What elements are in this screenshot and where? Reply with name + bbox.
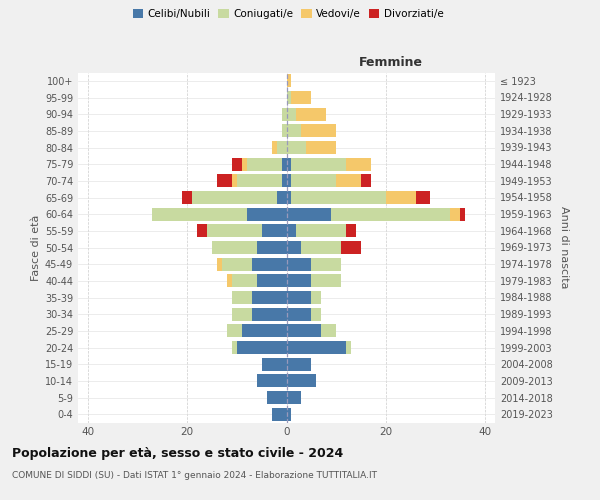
Bar	[301, 241, 341, 254]
Bar	[281, 124, 287, 138]
Y-axis label: Fasce di età: Fasce di età	[31, 214, 41, 280]
Bar	[287, 91, 292, 104]
Bar	[460, 208, 465, 220]
Bar	[287, 324, 321, 338]
Bar	[152, 208, 247, 220]
Bar	[232, 174, 237, 188]
Bar	[346, 224, 356, 237]
Bar	[296, 108, 326, 120]
Bar	[281, 174, 287, 188]
Bar	[242, 158, 247, 170]
Bar	[277, 191, 287, 204]
Bar	[252, 291, 287, 304]
Legend: Celibi/Nubili, Coniugati/e, Vedovi/e, Divorziati/e: Celibi/Nubili, Coniugati/e, Vedovi/e, Di…	[128, 5, 448, 24]
Bar	[232, 341, 237, 354]
Bar	[311, 308, 321, 320]
Bar	[182, 191, 192, 204]
Bar	[266, 391, 287, 404]
Bar	[227, 324, 242, 338]
Bar	[292, 174, 336, 188]
Text: Femmine: Femmine	[359, 56, 423, 69]
Bar	[237, 174, 281, 188]
Bar	[331, 208, 451, 220]
Bar	[262, 358, 287, 370]
Bar	[311, 274, 341, 287]
Bar	[287, 274, 311, 287]
Bar	[287, 241, 301, 254]
Bar	[257, 241, 287, 254]
Bar	[217, 174, 232, 188]
Bar	[287, 108, 296, 120]
Bar	[287, 374, 316, 388]
Bar	[416, 191, 430, 204]
Bar	[222, 258, 252, 270]
Bar	[346, 341, 351, 354]
Bar	[232, 274, 257, 287]
Bar	[247, 158, 281, 170]
Bar	[336, 174, 361, 188]
Bar	[277, 141, 287, 154]
Bar	[296, 224, 346, 237]
Bar	[272, 141, 277, 154]
Bar	[227, 274, 232, 287]
Bar	[217, 258, 222, 270]
Bar	[292, 91, 311, 104]
Bar	[287, 358, 311, 370]
Bar	[287, 158, 292, 170]
Bar	[252, 308, 287, 320]
Bar	[287, 291, 311, 304]
Bar	[197, 224, 207, 237]
Bar	[287, 258, 311, 270]
Bar	[242, 324, 287, 338]
Bar	[237, 341, 287, 354]
Bar	[257, 374, 287, 388]
Y-axis label: Anni di nascita: Anni di nascita	[559, 206, 569, 288]
Bar	[287, 141, 307, 154]
Bar	[361, 174, 371, 188]
Bar	[232, 158, 242, 170]
Bar	[346, 158, 371, 170]
Bar	[287, 224, 296, 237]
Bar	[292, 158, 346, 170]
Bar	[287, 124, 301, 138]
Bar	[341, 241, 361, 254]
Bar	[311, 258, 341, 270]
Bar	[207, 224, 262, 237]
Bar	[262, 224, 287, 237]
Bar	[281, 108, 287, 120]
Bar	[287, 208, 331, 220]
Bar	[252, 258, 287, 270]
Bar	[287, 74, 292, 88]
Bar	[307, 141, 336, 154]
Bar	[212, 241, 257, 254]
Bar	[232, 291, 252, 304]
Bar	[287, 341, 346, 354]
Bar	[451, 208, 460, 220]
Bar	[311, 291, 321, 304]
Bar	[281, 158, 287, 170]
Bar	[257, 274, 287, 287]
Bar	[287, 191, 292, 204]
Bar	[321, 324, 336, 338]
Bar	[287, 308, 311, 320]
Bar	[247, 208, 287, 220]
Bar	[287, 174, 292, 188]
Text: Popolazione per età, sesso e stato civile - 2024: Popolazione per età, sesso e stato civil…	[12, 448, 343, 460]
Bar	[232, 308, 252, 320]
Bar	[272, 408, 287, 420]
Bar	[292, 191, 386, 204]
Bar	[287, 408, 292, 420]
Bar	[386, 191, 416, 204]
Bar	[192, 191, 277, 204]
Bar	[301, 124, 336, 138]
Text: COMUNE DI SIDDI (SU) - Dati ISTAT 1° gennaio 2024 - Elaborazione TUTTITALIA.IT: COMUNE DI SIDDI (SU) - Dati ISTAT 1° gen…	[12, 471, 377, 480]
Bar	[287, 391, 301, 404]
